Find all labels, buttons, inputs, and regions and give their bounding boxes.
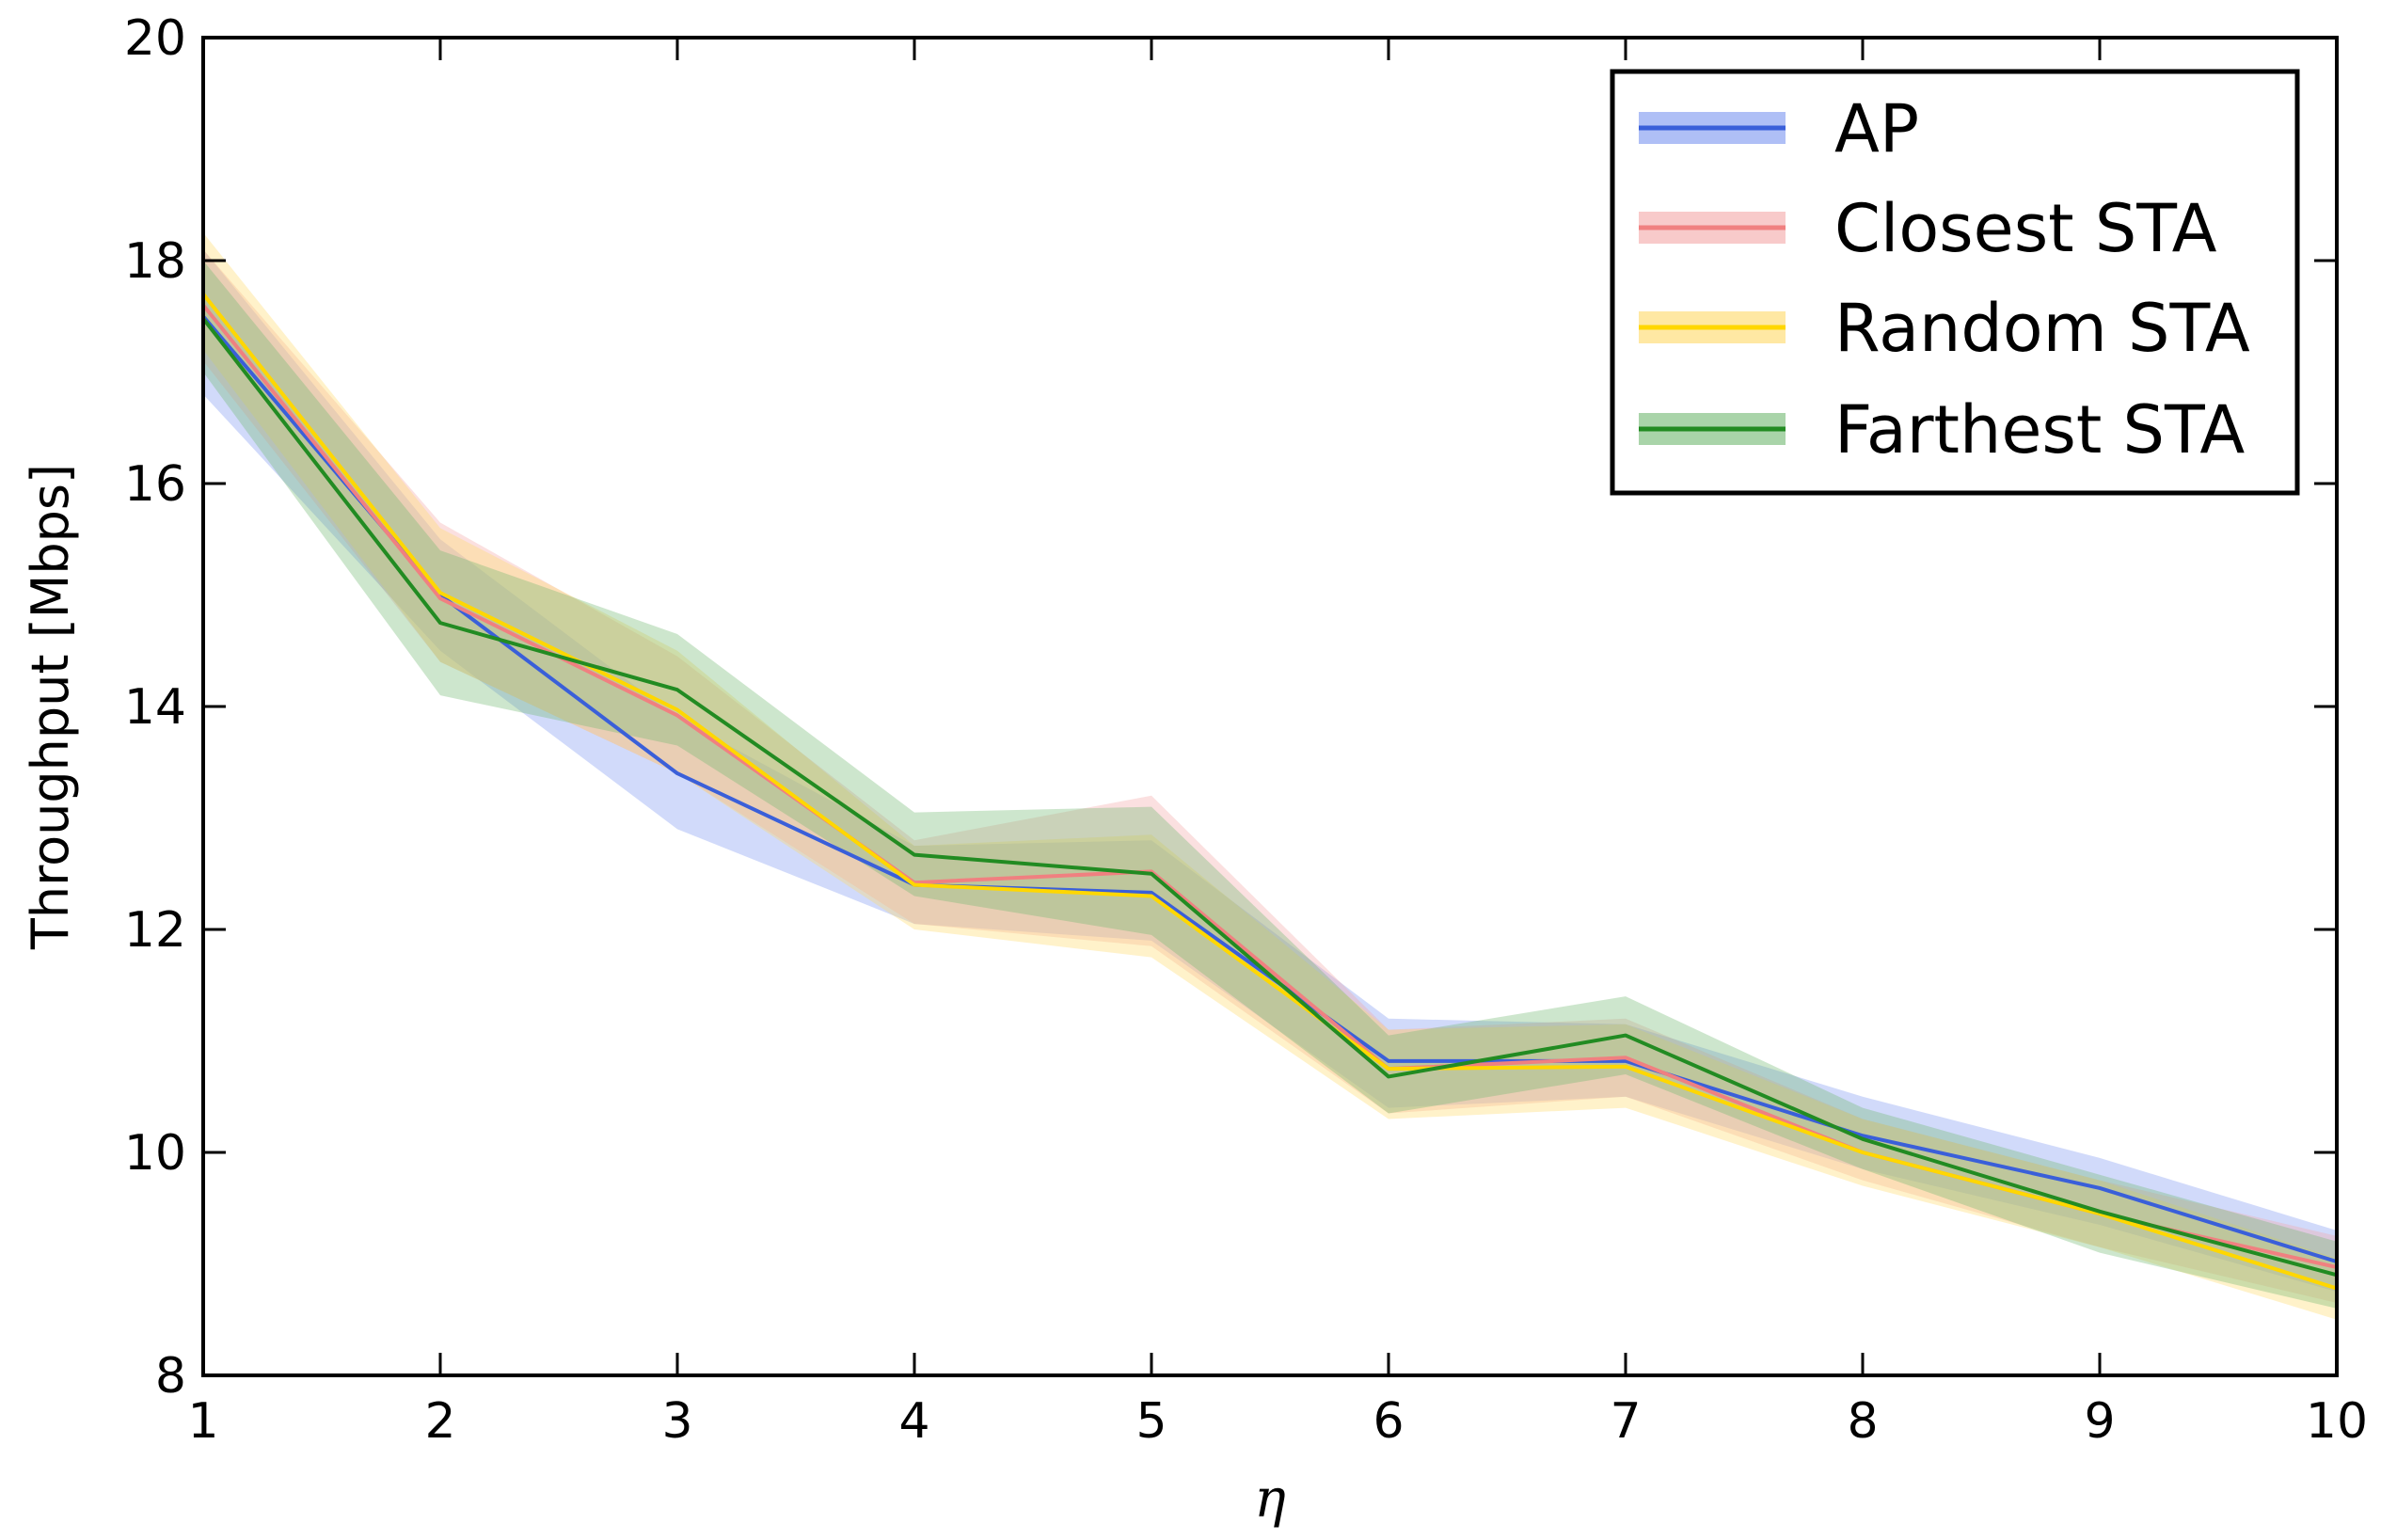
x-tick-label: 8	[1847, 1393, 1878, 1450]
x-axis-label: η	[1254, 1469, 1286, 1530]
y-tick-label: 18	[124, 233, 186, 290]
x-tick-label: 2	[424, 1393, 455, 1450]
x-tick-label: 10	[2306, 1393, 2368, 1450]
y-axis-label: Throughput [Mbps]	[21, 464, 80, 950]
legend-label-3: Farthest STA	[1834, 391, 2245, 468]
x-tick-label: 6	[1373, 1393, 1404, 1450]
legend-label-1: Closest STA	[1834, 190, 2217, 267]
confidence-bands	[203, 232, 2337, 1320]
x-tick-label: 1	[187, 1393, 218, 1450]
x-tick-label: 3	[661, 1393, 692, 1450]
x-tick-label: 5	[1135, 1393, 1167, 1450]
series-lines	[201, 293, 2338, 1291]
y-tick-label: 10	[124, 1125, 186, 1182]
band-2	[203, 232, 2337, 1320]
y-tick-label: 12	[124, 902, 186, 959]
band-1	[203, 249, 2337, 1303]
legend-label-2: Random STA	[1834, 290, 2250, 367]
x-tick-label: 7	[1610, 1393, 1641, 1450]
y-tick-label: 16	[124, 456, 186, 513]
series-line-2	[201, 293, 2338, 1291]
legend: AP Closest STA Random STA Farthest STA	[1610, 69, 2300, 496]
band-0	[203, 249, 2337, 1293]
x-tick-label: 9	[2084, 1393, 2115, 1450]
legend-label-0: AP	[1834, 90, 1919, 167]
y-tick-label: 20	[124, 10, 186, 67]
y-tick-label: 8	[155, 1348, 186, 1405]
y-tick-label: 14	[124, 679, 186, 736]
band-3	[203, 261, 2337, 1309]
series-line-3	[201, 317, 2338, 1278]
x-tick-label: 4	[898, 1393, 929, 1450]
axis-ticks	[201, 36, 2339, 1377]
